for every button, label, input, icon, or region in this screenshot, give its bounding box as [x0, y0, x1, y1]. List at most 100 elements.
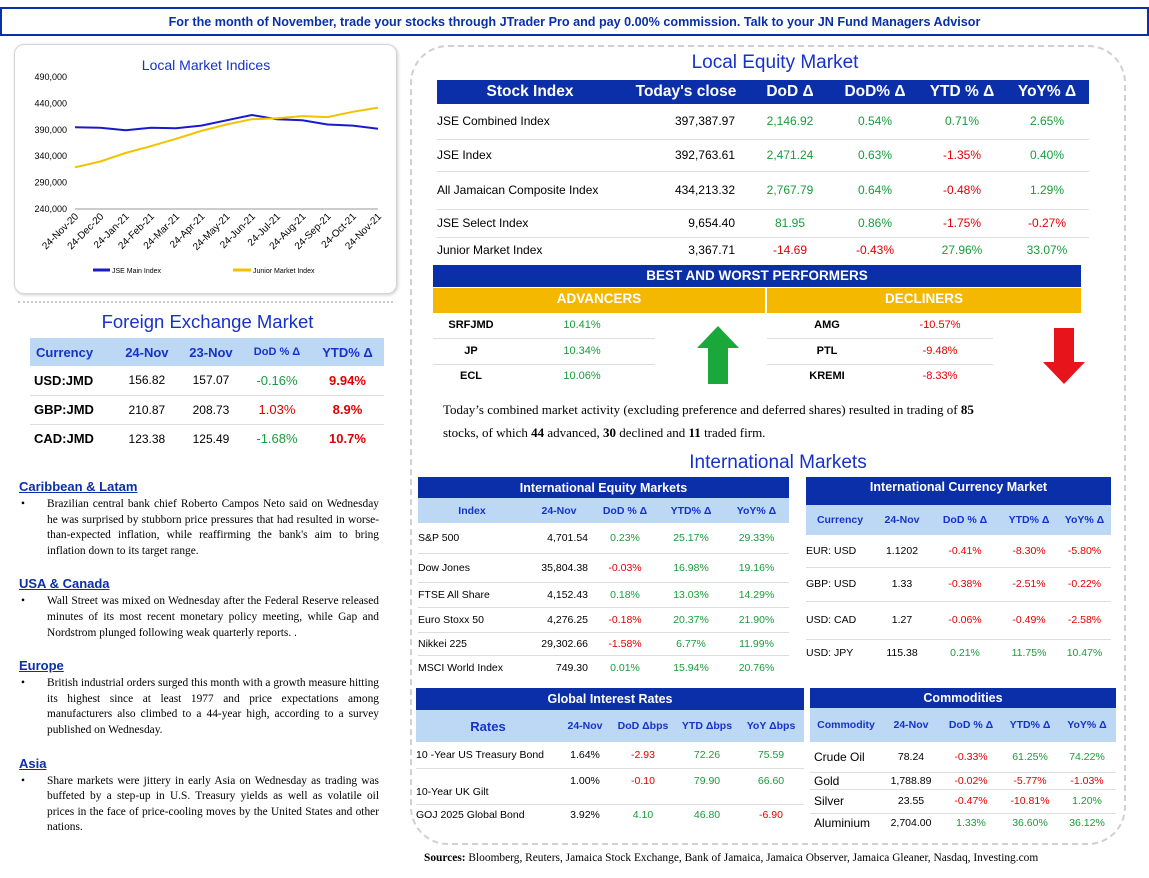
decliner-symbol: PTL: [816, 345, 838, 357]
commodity-dod: -0.33%: [954, 750, 988, 763]
intl-equity-row: MSCI World Index 749.30 0.01% 15.94% 20.76%: [418, 655, 789, 680]
fx-currency: CAD:JMD: [34, 431, 94, 447]
intl-currency-table: International Currency Market Currency 2…: [806, 477, 1111, 667]
lem-close: 9,654.40: [688, 216, 735, 230]
advancer-value: 10.41%: [563, 318, 601, 331]
summary-text: traded firm.: [700, 425, 766, 440]
fx-dod: 1.03%: [258, 402, 296, 417]
intl-equity-ytd: 20.37%: [673, 613, 709, 626]
intl-equity-yoy: 11.99%: [739, 637, 774, 650]
commodity-ytd: -5.77%: [1013, 774, 1047, 787]
interest-rates-header: DoD Δbps: [617, 720, 669, 732]
intl-equity-yoy: 21.90%: [738, 613, 775, 626]
lem-name: All Jamaican Composite Index: [437, 183, 599, 197]
decliner-value: -8.33%: [922, 370, 958, 383]
sources-label: Sources:: [424, 852, 466, 864]
y-tick-label: 390,000: [34, 125, 67, 135]
fx-header: DoD % Δ: [253, 346, 301, 358]
fx-currency: GBP:JMD: [34, 402, 94, 417]
summary-text: declined and: [615, 425, 689, 440]
fx-value: 156.82: [128, 373, 166, 388]
decliner-value: -9.48%: [922, 345, 958, 357]
lem-ytd: -0.48%: [942, 183, 982, 197]
intl-currency-name: USD: JPY: [806, 647, 854, 660]
lem-ytd: -1.75%: [942, 216, 982, 230]
intl-equity-value: 749.30: [555, 661, 588, 674]
commodity-ytd: 61.25%: [1012, 750, 1048, 763]
lem-header: YoY% Δ: [1017, 83, 1077, 100]
advancer-symbol: ECL: [460, 370, 482, 383]
news-text: British industrial orders surged this mo…: [19, 676, 379, 738]
intl-equity-name: Nikkei 225: [418, 637, 468, 650]
interest-rates-header: YoY Δbps: [746, 720, 796, 732]
lem-yoy: 0.40%: [1029, 148, 1065, 162]
intl-currency-row: GBP: USD 1.33 -0.38% -2.51% -0.22%: [806, 567, 1111, 601]
commodity-row: Silver 23.55 -0.47% -10.81% 1.20%: [810, 789, 1116, 813]
lem-close: 434,213.32: [674, 183, 735, 197]
summary-firm: 11: [688, 425, 701, 440]
intl-currency-name: EUR: USD: [806, 544, 857, 557]
fx-dod: -1.68%: [256, 431, 298, 447]
intl-equity-name: MSCI World Index: [418, 661, 503, 674]
sources-text: Bloomberg, Reuters, Jamaica Stock Exchan…: [465, 852, 1039, 864]
fx-value: 208.73: [192, 402, 230, 417]
interest-rate-dod: -2.93: [631, 748, 655, 761]
intl-equity-ytd: 15.94%: [673, 661, 709, 674]
interest-rate-yoy: 66.60: [757, 774, 785, 787]
y-tick-label: 490,000: [34, 72, 67, 82]
fx-title: Foreign Exchange Market: [101, 311, 314, 332]
intl-currency-yoy: -2.58%: [1067, 614, 1102, 626]
intl-currency-header: YTD% Δ: [1008, 514, 1050, 526]
interest-rate-value: 1.64%: [570, 748, 600, 761]
commodity-row: Gold 1,788.89 -0.02% -5.77% -1.03%: [810, 772, 1116, 789]
local-equity-title: Local Equity Market: [691, 52, 859, 73]
commodity-dod: 1.33%: [956, 817, 986, 830]
interest-rate-name: 10-Year UK Gilt: [416, 785, 489, 798]
news-item: Asia Share markets were jittery in early …: [19, 756, 379, 836]
commodity-dod: -0.02%: [954, 774, 988, 787]
main-panel-border: [410, 45, 1126, 845]
fx-table: Currency 24-Nov 23-Nov DoD % Δ YTD% Δ US…: [30, 338, 384, 453]
summary-total: 85: [960, 402, 974, 417]
interest-rate-yoy: -6.90: [759, 809, 783, 822]
decliner-row: PTL -9.48%: [767, 338, 993, 364]
intl-currency-title: International Currency Market: [869, 480, 1048, 494]
intl-equity-value: 4,701.54: [547, 531, 588, 544]
summary-text: stocks, of which: [443, 425, 532, 440]
intl-equity-value: 4,276.25: [547, 613, 588, 626]
fx-ytd: 9.94%: [329, 372, 366, 388]
intl-equity-name: FTSE All Share: [418, 588, 490, 601]
intl-currency-ytd: 11.75%: [1011, 647, 1047, 660]
lem-ytd: -1.35%: [942, 148, 982, 162]
commodity-dod: -0.47%: [954, 795, 988, 807]
news-text: Share markets were jittery in early Asia…: [19, 774, 379, 836]
commodity-value: 23.55: [897, 795, 925, 807]
intl-equity-header: 24-Nov: [541, 504, 577, 517]
advancer-symbol: JP: [464, 345, 478, 357]
advancers-table: SRFJMD 10.41% JP 10.34% ECL 10.06%: [433, 312, 655, 388]
fx-dod: -0.16%: [256, 372, 298, 388]
lem-header: DoD Δ: [766, 83, 814, 100]
lem-name: JSE Index: [437, 148, 492, 162]
advancers-label: ADVANCERS: [433, 288, 765, 313]
intl-equity-ytd: 13.03%: [673, 588, 709, 601]
lem-name: JSE Combined Index: [437, 114, 550, 129]
intl-equity-name: Dow Jones: [418, 561, 470, 574]
intl-equity-ytd: 25.17%: [673, 531, 709, 544]
lem-header: YTD % Δ: [929, 83, 995, 100]
summary-text: Today’s combined market activity (exclud…: [443, 402, 961, 417]
lem-dod: 2,471.24: [766, 148, 814, 162]
commodity-ytd: 36.60%: [1012, 817, 1048, 830]
commodities-header: Commodity: [817, 719, 875, 731]
commodity-yoy: 36.12%: [1069, 817, 1105, 830]
decliner-symbol: KREMI: [809, 370, 845, 383]
news-item: USA & Canada Wall Street was mixed on Wed…: [19, 576, 379, 641]
lem-row: Junior Market Index 3,367.71 -14.69 -0.4…: [437, 237, 1089, 263]
intl-equity-value: 35,804.38: [541, 561, 588, 574]
fx-currency: USD:JMD: [34, 372, 94, 388]
interest-rate-value: 1.00%: [570, 774, 600, 787]
decliners-table: AMG -10.57% PTL -9.48% KREMI -8.33%: [767, 312, 993, 388]
intl-currency-ytd: -8.30%: [1012, 544, 1046, 557]
news-text: Brazilian central bank chief Roberto Cam…: [19, 497, 379, 559]
interest-rate-dod: -0.10: [631, 774, 655, 787]
